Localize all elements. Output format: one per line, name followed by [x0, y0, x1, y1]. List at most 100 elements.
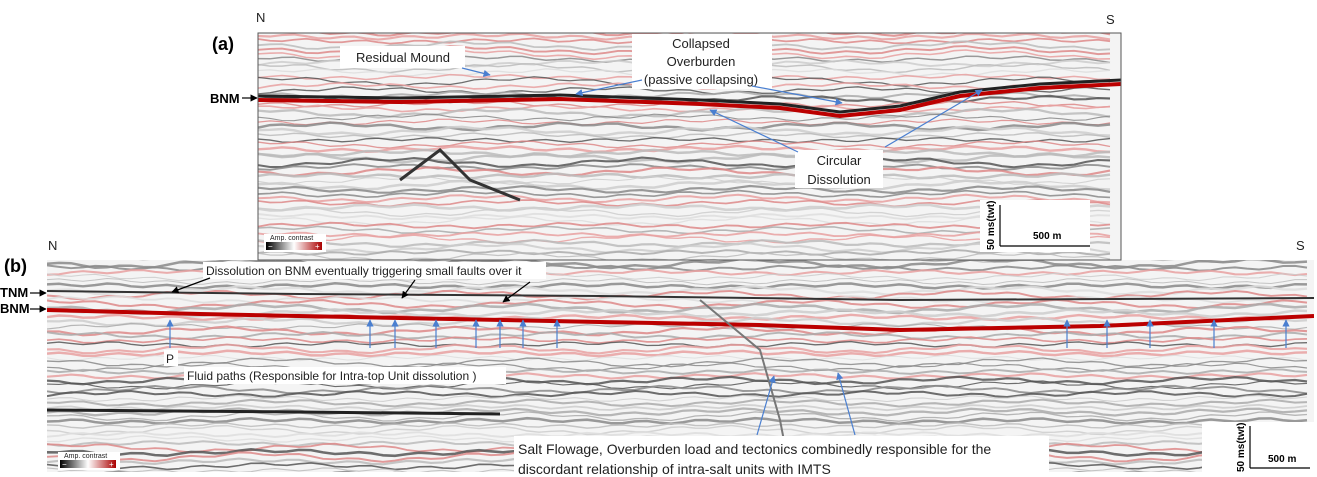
reflector — [258, 234, 1111, 244]
annotation: Salt Flowage, Overburden load and tecton… — [518, 441, 991, 457]
reflector — [47, 416, 1308, 426]
label-bg — [164, 350, 178, 366]
north-a: N — [256, 10, 265, 25]
reflector — [47, 394, 1308, 403]
colorbar-b: Amp. contrast − + — [58, 452, 120, 470]
scale-vertical: 50 ms(twt) — [1236, 423, 1247, 472]
north-b: N — [48, 238, 57, 253]
horizon-reflector — [47, 290, 1314, 302]
label-bg — [632, 34, 772, 89]
reflector — [258, 249, 1111, 256]
annotation: Collapsed — [672, 36, 730, 51]
reflector — [258, 251, 1111, 260]
arrow — [709, 109, 799, 153]
colorbar-a: Amp. contrast − + — [264, 234, 326, 252]
scale-horizontal: 500 m — [1268, 454, 1296, 465]
reflector — [47, 422, 1308, 429]
colorbar-min: − — [62, 460, 67, 469]
south-b: S — [1296, 238, 1305, 253]
reflector — [47, 302, 1308, 315]
south-a: S — [1106, 12, 1115, 27]
reflector — [258, 107, 1111, 119]
reflector — [258, 166, 1111, 177]
reflector — [258, 242, 1111, 254]
annotation: Overburden — [667, 54, 736, 69]
label-bg — [184, 367, 506, 384]
scale-horizontal: 500 m — [1033, 231, 1061, 242]
reflector — [47, 430, 1308, 438]
horizon-reflector — [399, 148, 521, 202]
reflector — [258, 212, 1111, 221]
annotation: P — [166, 352, 174, 366]
reflector — [47, 277, 1307, 286]
reflector — [258, 24, 1110, 31]
reflector — [47, 384, 1308, 395]
reflector — [47, 389, 1308, 399]
reflector — [258, 18, 1110, 27]
reflector — [258, 144, 1111, 154]
reflector — [258, 189, 1111, 199]
reflector — [47, 424, 1308, 436]
panel-label-a: (a) — [212, 34, 234, 54]
label-bg — [514, 436, 1049, 477]
label-bg — [340, 46, 465, 68]
annotation: (passive collapsing) — [644, 72, 758, 87]
arrow — [401, 279, 416, 299]
horizon-label: BNM — [0, 301, 30, 316]
annotation: Fluid paths (Responsible for Intra-top U… — [187, 369, 476, 383]
reflector — [47, 403, 1308, 412]
reflector — [47, 331, 1308, 340]
frame-a — [257, 32, 1122, 261]
horizon-reflector — [258, 82, 1121, 119]
reflector — [258, 118, 1111, 126]
reflector — [258, 113, 1111, 122]
annotation: Residual Mound — [356, 50, 450, 65]
reflector — [47, 260, 1308, 270]
reflector — [47, 336, 1308, 344]
reflector — [258, 172, 1111, 180]
panel-label-b: (b) — [4, 256, 27, 276]
arrow — [884, 89, 983, 148]
reflector — [258, 231, 1111, 239]
colorbar-title: Amp. contrast — [270, 235, 313, 242]
arrow — [575, 79, 643, 97]
colorbar-min: − — [268, 242, 273, 251]
arrow — [756, 375, 776, 436]
annotation: discordant relationship of intra-salt un… — [518, 461, 831, 477]
label-bg — [795, 150, 883, 188]
reflector — [47, 349, 1308, 358]
reflector — [47, 357, 1308, 368]
fluid-path-arrows — [166, 319, 1290, 348]
scale-a: 50 ms(twt) 500 m — [980, 200, 1090, 252]
arrow — [461, 67, 491, 77]
reflector — [258, 152, 1111, 164]
reflector — [258, 206, 1111, 218]
arrow — [751, 85, 843, 106]
reflector — [47, 298, 1308, 310]
reflector — [47, 343, 1308, 355]
arrow — [171, 277, 211, 294]
horizon-label: BNM — [210, 91, 240, 106]
reflector — [47, 398, 1308, 408]
annotation: Dissolution — [807, 172, 871, 187]
arrow — [502, 281, 531, 303]
scale-vertical: 50 ms(twt) — [986, 201, 997, 250]
reflector — [258, 156, 1111, 169]
label-bg — [203, 262, 546, 279]
horizon-label: TNM — [0, 285, 28, 300]
annotation: Dissolution on BNM eventually triggering… — [206, 264, 522, 278]
reflector — [258, 193, 1111, 204]
colorbar-max: + — [315, 242, 320, 251]
reflector — [258, 131, 1111, 140]
reflector — [258, 221, 1111, 230]
horizon-reflector — [47, 408, 501, 416]
reflector — [47, 340, 1308, 349]
reflector — [47, 354, 1308, 362]
reflector — [258, 163, 1111, 171]
colorbar-title: Amp. contrast — [64, 453, 107, 460]
scale-b: 50 ms(twt) 500 m — [1202, 422, 1314, 474]
colorbar-max: + — [109, 460, 114, 469]
reflector — [258, 184, 1111, 195]
